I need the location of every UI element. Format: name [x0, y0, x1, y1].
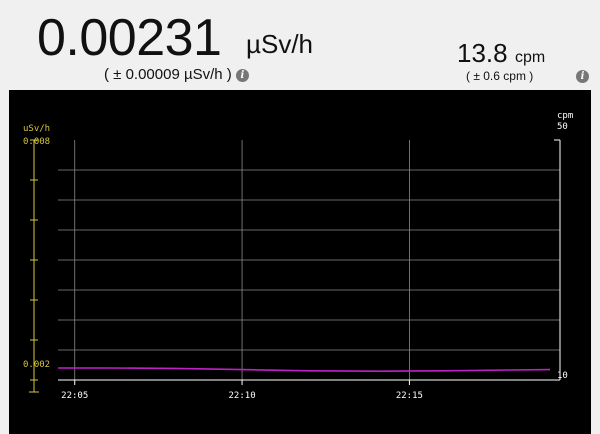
chart-grid	[29, 139, 561, 393]
x-axis-tick-label: 22:05	[61, 391, 88, 401]
dose-info-icon[interactable]: i	[235, 68, 249, 82]
cpm-info-icon[interactable]: i	[576, 70, 589, 83]
count-rate-value: 13.8	[457, 38, 508, 68]
count-rate-error: ( ± 0.6 cpm )	[466, 69, 534, 83]
x-axis-tick-label: 22:10	[229, 391, 256, 401]
count-rate-unit: cpm	[515, 49, 546, 66]
chart-series	[58, 367, 551, 373]
left-axis-tick-label: 0.002	[23, 360, 50, 370]
readout-header: 0.00231 µSv/h ( ± 0.00009 µSv/h ) i 13.8…	[0, 0, 600, 90]
right-axis-label: cpm	[557, 111, 573, 121]
left-axis-label: uSv/h	[23, 124, 50, 134]
chart-axes: uSv/h 0.008 0.002 cpm 50 10 22:05 22:10 …	[23, 111, 573, 401]
x-axis-tick-label: 22:15	[396, 391, 423, 401]
history-chart-panel: uSv/h 0.008 0.002 cpm 50 10 22:05 22:10 …	[9, 90, 591, 434]
left-axis-tick-label: 0.008	[23, 137, 50, 147]
dose-rate-error-row: ( ± 0.00009 µSv/h ) i	[104, 66, 249, 84]
dose-rate-unit: µSv/h	[246, 29, 314, 59]
right-axis-tick-label: 50	[557, 122, 568, 132]
dose-rate-value: 0.00231	[37, 9, 222, 67]
dose-rate-series-line	[58, 367, 551, 373]
count-rate-error-row: ( ± 0.6 cpm )	[466, 69, 533, 83]
right-axis-tick-label: 10	[557, 371, 568, 381]
dose-rate-error: ( ± 0.00009 µSv/h )	[104, 66, 232, 83]
history-chart: uSv/h 0.008 0.002 cpm 50 10 22:05 22:10 …	[23, 111, 573, 401]
